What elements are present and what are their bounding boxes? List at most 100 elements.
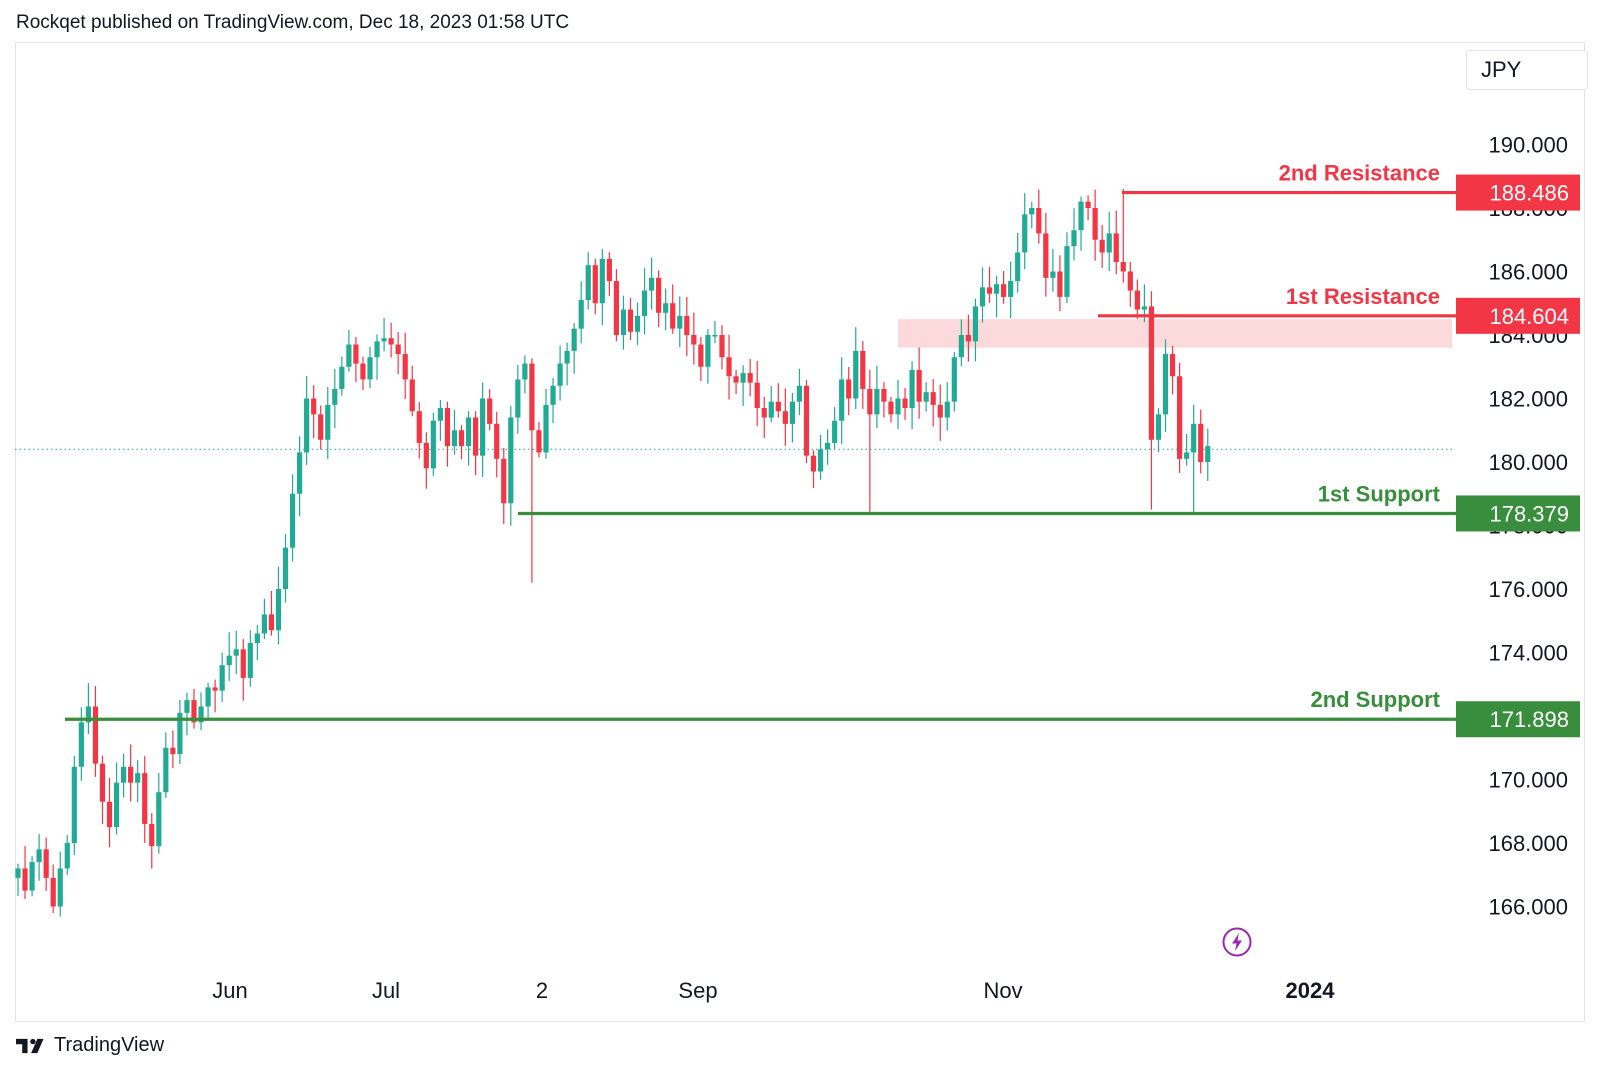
candle-body — [564, 350, 570, 364]
candle-body — [212, 687, 218, 691]
candle — [979, 267, 986, 323]
candle — [789, 392, 795, 443]
candle-body — [557, 363, 563, 386]
candle-body — [156, 792, 162, 847]
candle-body — [691, 335, 697, 345]
candle-body — [916, 369, 922, 402]
candle — [360, 356, 366, 391]
2nd-resistance-label: 2nd Resistance — [1279, 161, 1440, 186]
2nd-resistance-price-badge — [1456, 174, 1580, 211]
candle — [782, 388, 788, 446]
candle-body — [993, 284, 1000, 294]
candle-body — [712, 335, 718, 337]
candle — [29, 856, 35, 897]
candle-body — [705, 335, 711, 367]
candle-body — [902, 398, 908, 409]
candle-body — [1106, 233, 1112, 253]
candle-body — [240, 649, 246, 678]
candle — [135, 760, 141, 803]
candle-body — [832, 420, 838, 443]
candle-body — [529, 363, 535, 431]
candle — [156, 772, 162, 854]
candle — [810, 450, 817, 488]
candle — [191, 689, 197, 729]
candle — [1120, 188, 1126, 283]
candle — [92, 686, 99, 777]
candle-body — [958, 335, 964, 358]
y-tick-label: 174.000 — [1488, 641, 1568, 666]
candle-body — [191, 700, 197, 723]
candle — [888, 396, 894, 423]
candle-body — [1078, 201, 1084, 231]
candle-body — [909, 369, 915, 409]
lightning-icon[interactable] — [1222, 927, 1252, 957]
candle-body — [803, 385, 810, 456]
candle — [853, 327, 859, 410]
candle — [951, 352, 957, 412]
candle-body — [881, 388, 887, 402]
currency-button[interactable]: JPY — [1466, 50, 1588, 90]
candle-body — [121, 766, 127, 783]
candle — [768, 386, 774, 423]
candle-body — [233, 649, 239, 656]
candle-body — [817, 449, 824, 472]
candle-body — [1191, 423, 1197, 453]
candle-body — [1085, 201, 1091, 208]
1st-resistance-price-label: 184.604 — [1489, 304, 1569, 329]
candle-body — [585, 265, 591, 301]
candle-body — [874, 388, 880, 415]
candle — [585, 252, 591, 310]
candle — [1001, 271, 1007, 304]
candle-body — [430, 420, 436, 469]
candle-body — [254, 633, 260, 643]
candle — [57, 851, 63, 917]
candle-body — [226, 655, 232, 666]
candle — [205, 682, 211, 721]
y-tick-label: 170.000 — [1488, 768, 1568, 793]
candle-body — [416, 411, 422, 443]
candle-body — [606, 258, 612, 282]
candle — [240, 639, 246, 701]
2nd-support-label: 2nd Support — [1310, 687, 1440, 712]
candle-body — [810, 455, 817, 472]
candle-body — [64, 843, 70, 869]
x-tick-label: 2024 — [1286, 978, 1336, 1003]
candle-body — [839, 379, 845, 421]
candle — [113, 762, 120, 835]
candle — [817, 435, 824, 480]
candle-body — [142, 773, 148, 824]
candle — [184, 692, 190, 736]
candle — [923, 382, 929, 412]
x-tick-label: Jun — [212, 978, 247, 1003]
y-tick-label: 168.000 — [1488, 831, 1568, 856]
candle — [515, 365, 521, 434]
candle-body — [451, 430, 458, 447]
candle — [388, 322, 394, 358]
candle-body — [409, 379, 415, 412]
candle-body — [395, 344, 401, 355]
candle — [353, 337, 359, 383]
candle — [796, 368, 803, 416]
candle — [529, 358, 535, 583]
candle — [304, 375, 310, 465]
candle — [719, 325, 725, 370]
candle — [578, 281, 584, 344]
candle-body — [388, 338, 394, 345]
candle-body — [1057, 271, 1063, 297]
candle-body — [465, 417, 472, 447]
candle-body — [684, 315, 690, 335]
candle-body — [304, 398, 310, 453]
candle-body — [374, 341, 380, 358]
candle — [1113, 210, 1119, 275]
candle-body — [754, 382, 760, 409]
candle — [36, 833, 42, 881]
candle-body — [423, 442, 429, 469]
candle — [1092, 189, 1098, 261]
candle-body — [1113, 233, 1119, 262]
candle — [128, 744, 134, 802]
candle-body — [282, 547, 289, 589]
candle — [198, 692, 204, 731]
candle — [1127, 261, 1133, 307]
candle — [226, 632, 232, 681]
